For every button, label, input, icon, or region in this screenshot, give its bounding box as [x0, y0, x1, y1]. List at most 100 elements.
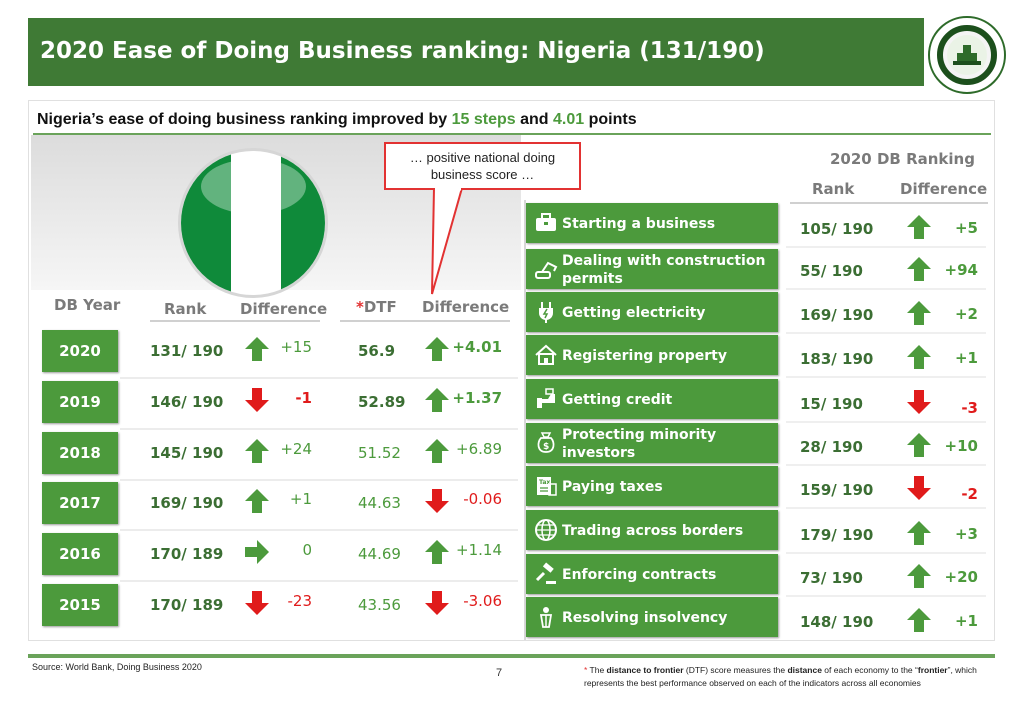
briefcase-icon [534, 211, 558, 235]
footnote-text-a: The [587, 665, 607, 675]
year-box: 2015 [42, 584, 118, 626]
right-rank-header: Rank [812, 180, 855, 198]
logo-emblem-icon [947, 35, 987, 75]
up-arrow-icon [424, 539, 450, 565]
rhs-row-divider [786, 507, 986, 509]
rhs-row-divider [786, 332, 986, 334]
page-title: 2020 Ease of Doing Business ranking: Nig… [40, 38, 765, 64]
indicator-label: Resolving insolvency [562, 610, 728, 626]
rank-value: 170/ 189 [150, 596, 224, 614]
footnote-text-d: distance [787, 665, 822, 675]
excavator-icon [534, 257, 558, 281]
indicator-difference: +10 [944, 437, 978, 455]
down-arrow-icon [244, 387, 270, 413]
down-arrow-icon [906, 389, 932, 415]
rank-value: 131/ 190 [150, 342, 224, 360]
headline-text-1: Nigeria’s ease of doing business ranking… [37, 111, 452, 128]
nipc-logo-ring [937, 25, 997, 85]
up-arrow-icon [906, 520, 932, 546]
indicator-difference: +3 [954, 525, 978, 543]
indicator-rank: 169/ 190 [800, 306, 874, 324]
headline: Nigeria’s ease of doing business ranking… [37, 111, 637, 129]
rhs-row-divider [786, 464, 986, 466]
up-arrow-icon [424, 438, 450, 464]
dtf-value: 51.52 [358, 444, 401, 462]
dtf-value: 56.9 [358, 342, 396, 360]
indicator-box: Registering property [526, 335, 778, 375]
indicator-box: Starting a business [526, 203, 778, 243]
page-number: 7 [496, 667, 503, 679]
insolvency-icon [534, 605, 558, 629]
dtf-asterisk: * [356, 298, 364, 316]
rank-value: 169/ 190 [150, 494, 224, 512]
indicator-rank: 15/ 190 [800, 395, 863, 413]
year-box: 2017 [42, 482, 118, 524]
year-box: 2018 [42, 432, 118, 474]
up-arrow-icon [906, 607, 932, 633]
dtf-difference: +4.01 [452, 338, 502, 356]
indicator-difference: +1 [954, 612, 978, 630]
indicator-label: Getting electricity [562, 305, 706, 321]
row-divider [120, 580, 518, 582]
headline-points: 4.01 [553, 111, 585, 128]
flag-left-stripe [181, 151, 231, 295]
headline-steps: 15 steps [451, 111, 516, 128]
indicator-label: Dealing with construction permits [562, 253, 766, 287]
nigeria-flag-icon [178, 148, 328, 298]
indicator-rank: 105/ 190 [800, 220, 874, 238]
indicator-label: Paying taxes [562, 479, 663, 495]
rank-value: 146/ 190 [150, 393, 224, 411]
plug-icon [534, 300, 558, 324]
rhs-row-divider [786, 421, 986, 423]
dtf-value: 44.63 [358, 494, 401, 512]
dtf-value: 44.69 [358, 545, 401, 563]
dtf-value: 52.89 [358, 393, 406, 411]
up-arrow-icon [906, 344, 932, 370]
footnote-text-g: ”, which represents the best performance… [584, 665, 977, 688]
indicator-label: Trading across borders [562, 523, 744, 539]
footnote-text-c: (DTF) score measures the [683, 665, 788, 675]
footnote-text-f: frontier [917, 665, 948, 675]
header-rank-difference: Difference [240, 300, 328, 318]
year-box: 2020 [42, 330, 118, 372]
up-arrow-icon [244, 336, 270, 362]
indicator-label: Getting credit [562, 392, 673, 408]
callout-pointer [431, 188, 464, 295]
row-divider [120, 479, 518, 481]
indicator-difference: +20 [944, 568, 978, 586]
footnote-text-e: of each economy to the “ [821, 665, 918, 675]
indicator-box: Trading across borders [526, 510, 778, 550]
dtf-difference: +6.89 [456, 440, 502, 458]
credit-hand-icon [534, 387, 558, 411]
indicator-label: Starting a business [562, 216, 716, 232]
rank-difference: +15 [280, 338, 312, 356]
down-arrow-icon [424, 590, 450, 616]
tax-icon: Tax [534, 474, 558, 498]
dtf-difference: -3.06 [463, 592, 502, 610]
up-arrow-icon [424, 336, 450, 362]
dtf-footnote: * The distance to frontier (DTF) score m… [584, 664, 1004, 690]
year-box: 2016 [42, 533, 118, 575]
right-difference-header: Difference [900, 180, 988, 198]
nipc-logo [928, 16, 1006, 94]
money-bag-icon: $ [534, 431, 558, 455]
rhs-row-divider [786, 595, 986, 597]
indicator-rank: 73/ 190 [800, 569, 863, 587]
indicator-column [524, 200, 780, 640]
headline-underline [33, 133, 991, 135]
indicator-box: $ Protecting minority investors [526, 423, 778, 463]
right-header-underline [790, 202, 988, 204]
footnote-text-b: distance to frontier [606, 665, 684, 675]
down-arrow-icon [244, 590, 270, 616]
indicator-rank: 55/ 190 [800, 262, 863, 280]
indicator-box: Getting credit [526, 379, 778, 419]
up-arrow-icon [906, 432, 932, 458]
gavel-icon [534, 562, 558, 586]
header-rank: Rank [164, 300, 207, 318]
indicator-rank: 179/ 190 [800, 526, 874, 544]
indicator-rank: 148/ 190 [800, 613, 874, 631]
source-note: Source: World Bank, Doing Business 2020 [32, 662, 202, 672]
footnote-star: * [584, 665, 588, 675]
indicator-difference: +2 [954, 305, 978, 323]
headline-text-2: and [515, 111, 554, 128]
